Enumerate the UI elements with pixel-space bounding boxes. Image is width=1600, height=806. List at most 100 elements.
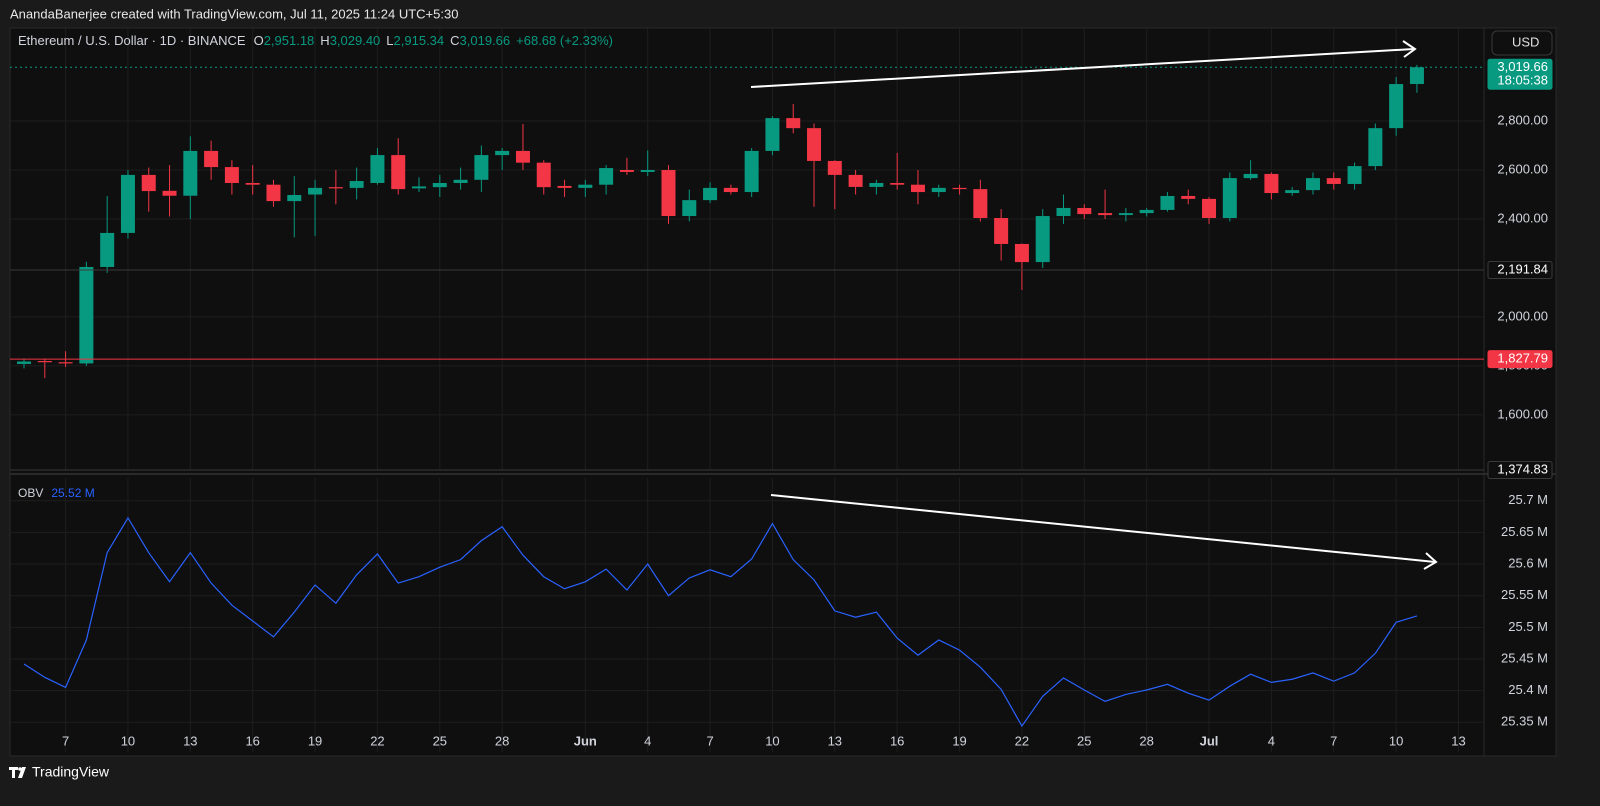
candle-body <box>910 184 925 193</box>
candle-body <box>827 160 842 175</box>
legend: Ethereum / U.S. Dollar · 1D · BINANCE O2,… <box>18 33 613 48</box>
x-tick-label: Jun <box>574 733 597 748</box>
candle-body <box>266 184 281 202</box>
candle-body <box>703 187 718 201</box>
candle-body <box>515 150 530 163</box>
candle-body <box>1389 84 1404 129</box>
logo <box>9 767 26 778</box>
price-label: 3,019.66 <box>1497 59 1548 74</box>
y-tick-label: 25.4 M <box>1508 682 1548 697</box>
candle-body <box>370 155 385 183</box>
currency-button[interactable] <box>1491 30 1553 56</box>
candle-body <box>807 128 822 161</box>
candle-body <box>224 167 239 183</box>
candle-body <box>141 174 156 192</box>
arrow-head <box>1423 552 1438 570</box>
y-tick-label: 25.35 M <box>1501 714 1548 729</box>
candle-body <box>349 181 364 188</box>
candle-body <box>100 232 115 267</box>
trend-arrow <box>770 494 1436 563</box>
x-tick-label: 28 <box>495 733 509 748</box>
y-tick-label: 25.55 M <box>1501 587 1548 602</box>
candle-body <box>1139 209 1154 214</box>
candle-body <box>308 187 323 195</box>
candle-body <box>973 189 988 219</box>
x-tick-label: 7 <box>62 733 69 748</box>
price-label-box <box>1487 350 1553 369</box>
candle-body <box>1181 195 1196 199</box>
x-tick-label: 7 <box>1330 733 1337 748</box>
readout-change: +68.68 (+2.33%) <box>516 33 613 48</box>
x-tick-label: 25 <box>1077 733 1091 748</box>
currency[interactable]: USD <box>1512 34 1539 49</box>
candle-body <box>453 179 468 183</box>
candle-body <box>1368 128 1383 167</box>
x-tick-label: 10 <box>121 733 135 748</box>
y-tick-label: 2,000.00 <box>1497 308 1548 323</box>
arrow-head <box>1402 40 1417 58</box>
price-label-box <box>1487 461 1553 479</box>
attribution: AnandaBanerjee created with TradingView.… <box>10 6 458 21</box>
obv-line <box>23 516 1418 728</box>
readout-key: L <box>386 33 393 48</box>
candle-body <box>79 266 94 364</box>
x-tick-label: 4 <box>644 733 651 748</box>
y-tick-label: 25.6 M <box>1508 555 1548 570</box>
candle-body <box>931 187 946 193</box>
logo-part <box>18 767 22 771</box>
price-label: 2,191.84 <box>1497 261 1548 276</box>
x-tick-label: 10 <box>1389 733 1403 748</box>
candle-body <box>1035 216 1050 263</box>
candle-body <box>744 150 759 193</box>
candle-body <box>391 155 406 190</box>
y-tick-label: 2,800.00 <box>1497 112 1548 127</box>
candle-body <box>474 155 489 180</box>
candle-body <box>1243 173 1258 179</box>
grid <box>10 28 1484 752</box>
candle-body <box>432 182 447 188</box>
candle-body <box>204 150 219 168</box>
candle-body <box>1264 173 1279 194</box>
y-tick-label: 2,600.00 <box>1497 161 1548 176</box>
candle-body <box>869 182 884 187</box>
x-tick-label: 10 <box>765 733 779 748</box>
candle-body <box>619 170 634 172</box>
y-tick-label: 2,400.00 <box>1497 210 1548 225</box>
y-tick-label: 25.65 M <box>1501 524 1548 539</box>
readout-value: 3,029.40 <box>330 33 381 48</box>
chart-panel <box>9 27 1557 757</box>
candle-body <box>37 360 52 363</box>
x-tick-label: 4 <box>1268 733 1275 748</box>
candle-body <box>183 150 198 196</box>
candle-body <box>287 194 302 202</box>
candle-body <box>412 186 427 189</box>
logo-part <box>12 767 15 778</box>
candle-body <box>495 150 510 156</box>
x-tick-label: 28 <box>1139 733 1153 748</box>
candle-body <box>890 182 905 185</box>
candle-body <box>682 200 697 217</box>
candle-body <box>578 184 593 188</box>
candle-body <box>557 185 572 188</box>
candle-body <box>1014 243 1029 263</box>
legend-value: 25.52 M <box>51 486 94 500</box>
candle-body <box>328 187 343 189</box>
x-tick-label: 25 <box>433 733 447 748</box>
price-label-box <box>1487 58 1553 90</box>
annotations <box>750 40 1438 570</box>
candle-body <box>848 174 863 187</box>
x-tick-label: 13 <box>183 733 197 748</box>
trend-arrow <box>750 48 1415 88</box>
footer-brand: TradingView <box>32 764 110 780</box>
candle-body <box>952 187 967 190</box>
candle-body <box>245 182 260 185</box>
x-tick-label: 13 <box>828 733 842 748</box>
candle-body <box>120 174 135 233</box>
candle-body <box>1056 207 1071 217</box>
x-tick-label: 19 <box>952 733 966 748</box>
candle-body <box>1118 213 1133 216</box>
candle-body <box>1222 178 1237 219</box>
logo-part <box>18 767 26 778</box>
y-tick-label: 25.45 M <box>1501 650 1548 665</box>
candle-body <box>786 118 801 129</box>
